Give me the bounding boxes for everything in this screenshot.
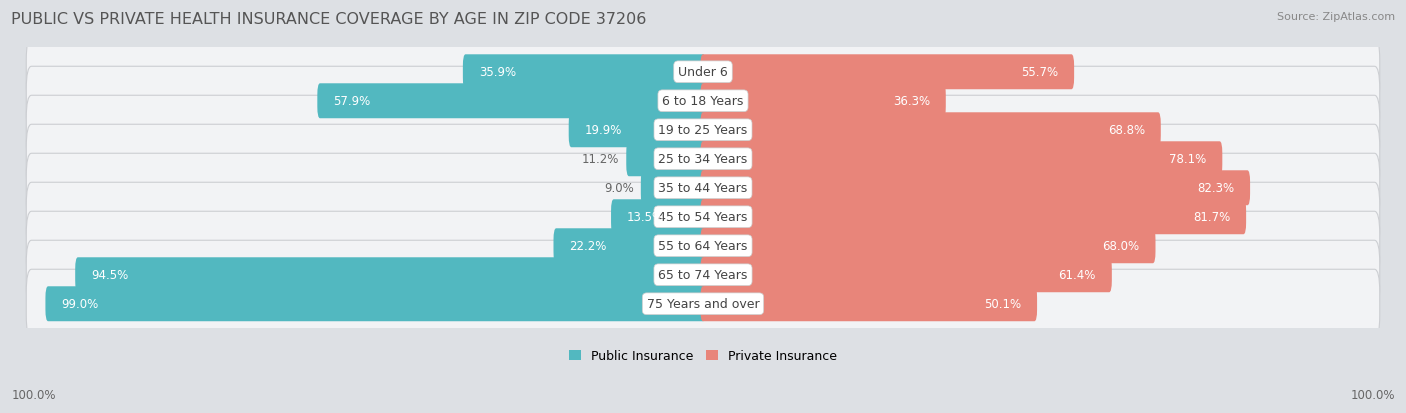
FancyBboxPatch shape — [700, 113, 1161, 148]
FancyBboxPatch shape — [554, 229, 706, 263]
FancyBboxPatch shape — [75, 258, 706, 292]
FancyBboxPatch shape — [626, 142, 706, 177]
FancyBboxPatch shape — [700, 142, 1222, 177]
Text: 6 to 18 Years: 6 to 18 Years — [662, 95, 744, 108]
Text: Source: ZipAtlas.com: Source: ZipAtlas.com — [1277, 12, 1395, 22]
FancyBboxPatch shape — [700, 200, 1246, 235]
FancyBboxPatch shape — [568, 113, 706, 148]
Text: 36.3%: 36.3% — [893, 95, 929, 108]
Text: 65 to 74 Years: 65 to 74 Years — [658, 268, 748, 282]
Text: 82.3%: 82.3% — [1197, 182, 1234, 195]
Text: 75 Years and over: 75 Years and over — [647, 297, 759, 311]
Text: 55 to 64 Years: 55 to 64 Years — [658, 240, 748, 253]
FancyBboxPatch shape — [27, 154, 1379, 223]
FancyBboxPatch shape — [700, 258, 1112, 292]
Text: 11.2%: 11.2% — [582, 153, 619, 166]
FancyBboxPatch shape — [318, 84, 706, 119]
Text: 9.0%: 9.0% — [603, 182, 634, 195]
FancyBboxPatch shape — [700, 229, 1156, 263]
Text: 57.9%: 57.9% — [333, 95, 370, 108]
Text: 22.2%: 22.2% — [569, 240, 607, 253]
Text: 68.0%: 68.0% — [1102, 240, 1140, 253]
Text: 35 to 44 Years: 35 to 44 Years — [658, 182, 748, 195]
FancyBboxPatch shape — [700, 84, 946, 119]
FancyBboxPatch shape — [700, 287, 1038, 321]
Legend: Public Insurance, Private Insurance: Public Insurance, Private Insurance — [564, 344, 842, 367]
FancyBboxPatch shape — [27, 241, 1379, 309]
FancyBboxPatch shape — [27, 270, 1379, 338]
Text: 81.7%: 81.7% — [1194, 211, 1230, 224]
Text: 99.0%: 99.0% — [62, 297, 98, 311]
Text: 68.8%: 68.8% — [1108, 124, 1144, 137]
Text: 19 to 25 Years: 19 to 25 Years — [658, 124, 748, 137]
FancyBboxPatch shape — [463, 55, 706, 90]
FancyBboxPatch shape — [27, 67, 1379, 136]
Text: 25 to 34 Years: 25 to 34 Years — [658, 153, 748, 166]
FancyBboxPatch shape — [27, 212, 1379, 280]
FancyBboxPatch shape — [641, 171, 706, 206]
Text: 35.9%: 35.9% — [478, 66, 516, 79]
Text: 61.4%: 61.4% — [1059, 268, 1095, 282]
FancyBboxPatch shape — [27, 38, 1379, 107]
Text: Under 6: Under 6 — [678, 66, 728, 79]
Text: 45 to 54 Years: 45 to 54 Years — [658, 211, 748, 224]
FancyBboxPatch shape — [612, 200, 706, 235]
FancyBboxPatch shape — [700, 55, 1074, 90]
Text: 78.1%: 78.1% — [1170, 153, 1206, 166]
FancyBboxPatch shape — [45, 287, 706, 321]
Text: 94.5%: 94.5% — [91, 268, 128, 282]
Text: PUBLIC VS PRIVATE HEALTH INSURANCE COVERAGE BY AGE IN ZIP CODE 37206: PUBLIC VS PRIVATE HEALTH INSURANCE COVER… — [11, 12, 647, 27]
Text: 19.9%: 19.9% — [585, 124, 621, 137]
Text: 50.1%: 50.1% — [984, 297, 1021, 311]
Text: 55.7%: 55.7% — [1021, 66, 1059, 79]
Text: 13.5%: 13.5% — [627, 211, 664, 224]
FancyBboxPatch shape — [27, 183, 1379, 252]
Text: 100.0%: 100.0% — [11, 388, 56, 401]
FancyBboxPatch shape — [27, 96, 1379, 165]
FancyBboxPatch shape — [700, 171, 1250, 206]
FancyBboxPatch shape — [27, 125, 1379, 194]
Text: 100.0%: 100.0% — [1350, 388, 1395, 401]
